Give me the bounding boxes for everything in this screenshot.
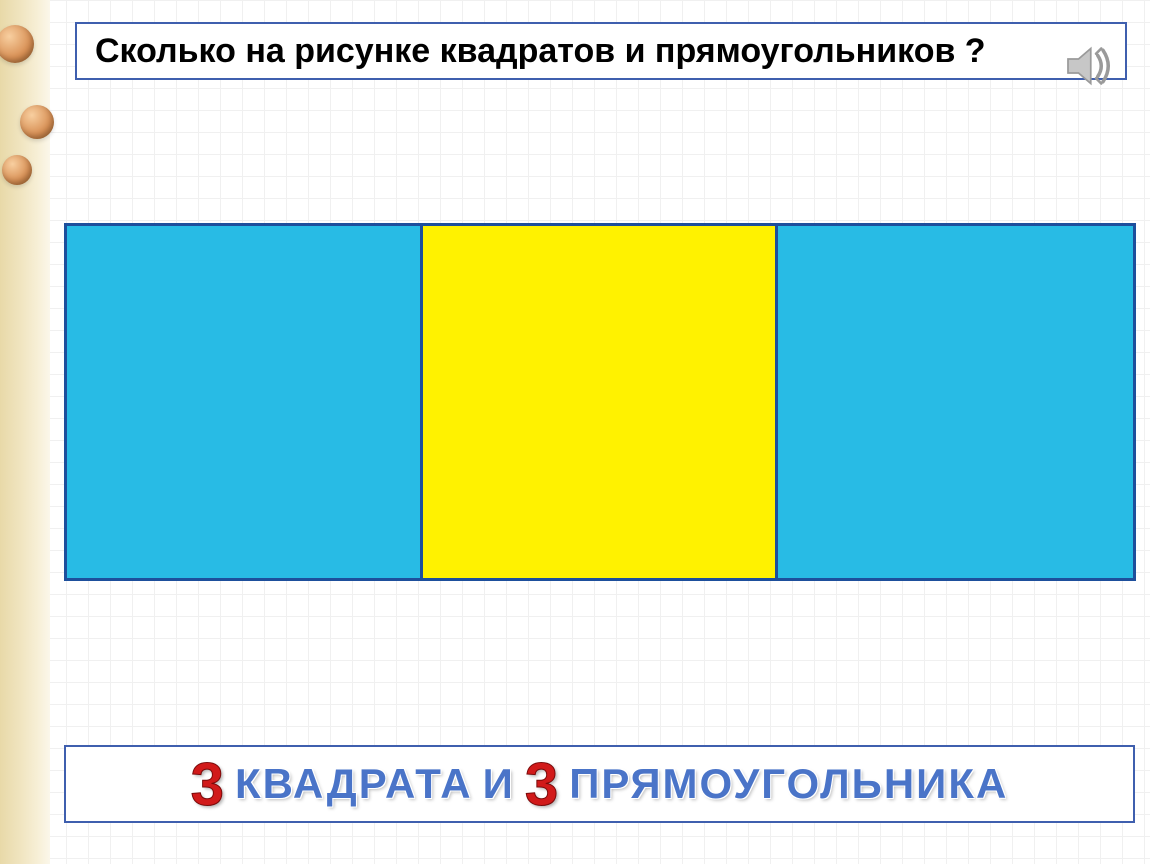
bead-decor [0,25,34,63]
shape-tile-3 [778,226,1133,578]
answer-word-1: КВАДРАТА [235,760,473,808]
answer-connector: И [483,760,515,808]
bead-decor [20,105,54,139]
answer-num-2: 3 [525,750,559,819]
shapes-container [64,223,1136,581]
answer-word-2: ПРЯМОУГОЛЬНИКА [569,760,1008,808]
shape-tile-1 [67,226,423,578]
question-box: Сколько на рисунке квадратов и прямоугол… [75,22,1127,80]
answer-box: 3 КВАДРАТА И 3 ПРЯМОУГОЛЬНИКА [64,745,1135,823]
question-text: Сколько на рисунке квадратов и прямоугол… [95,32,986,71]
left-decor-strip [0,0,50,864]
bead-decor [2,155,32,185]
answer-num-1: 3 [191,750,225,819]
shape-tile-2 [423,226,778,578]
